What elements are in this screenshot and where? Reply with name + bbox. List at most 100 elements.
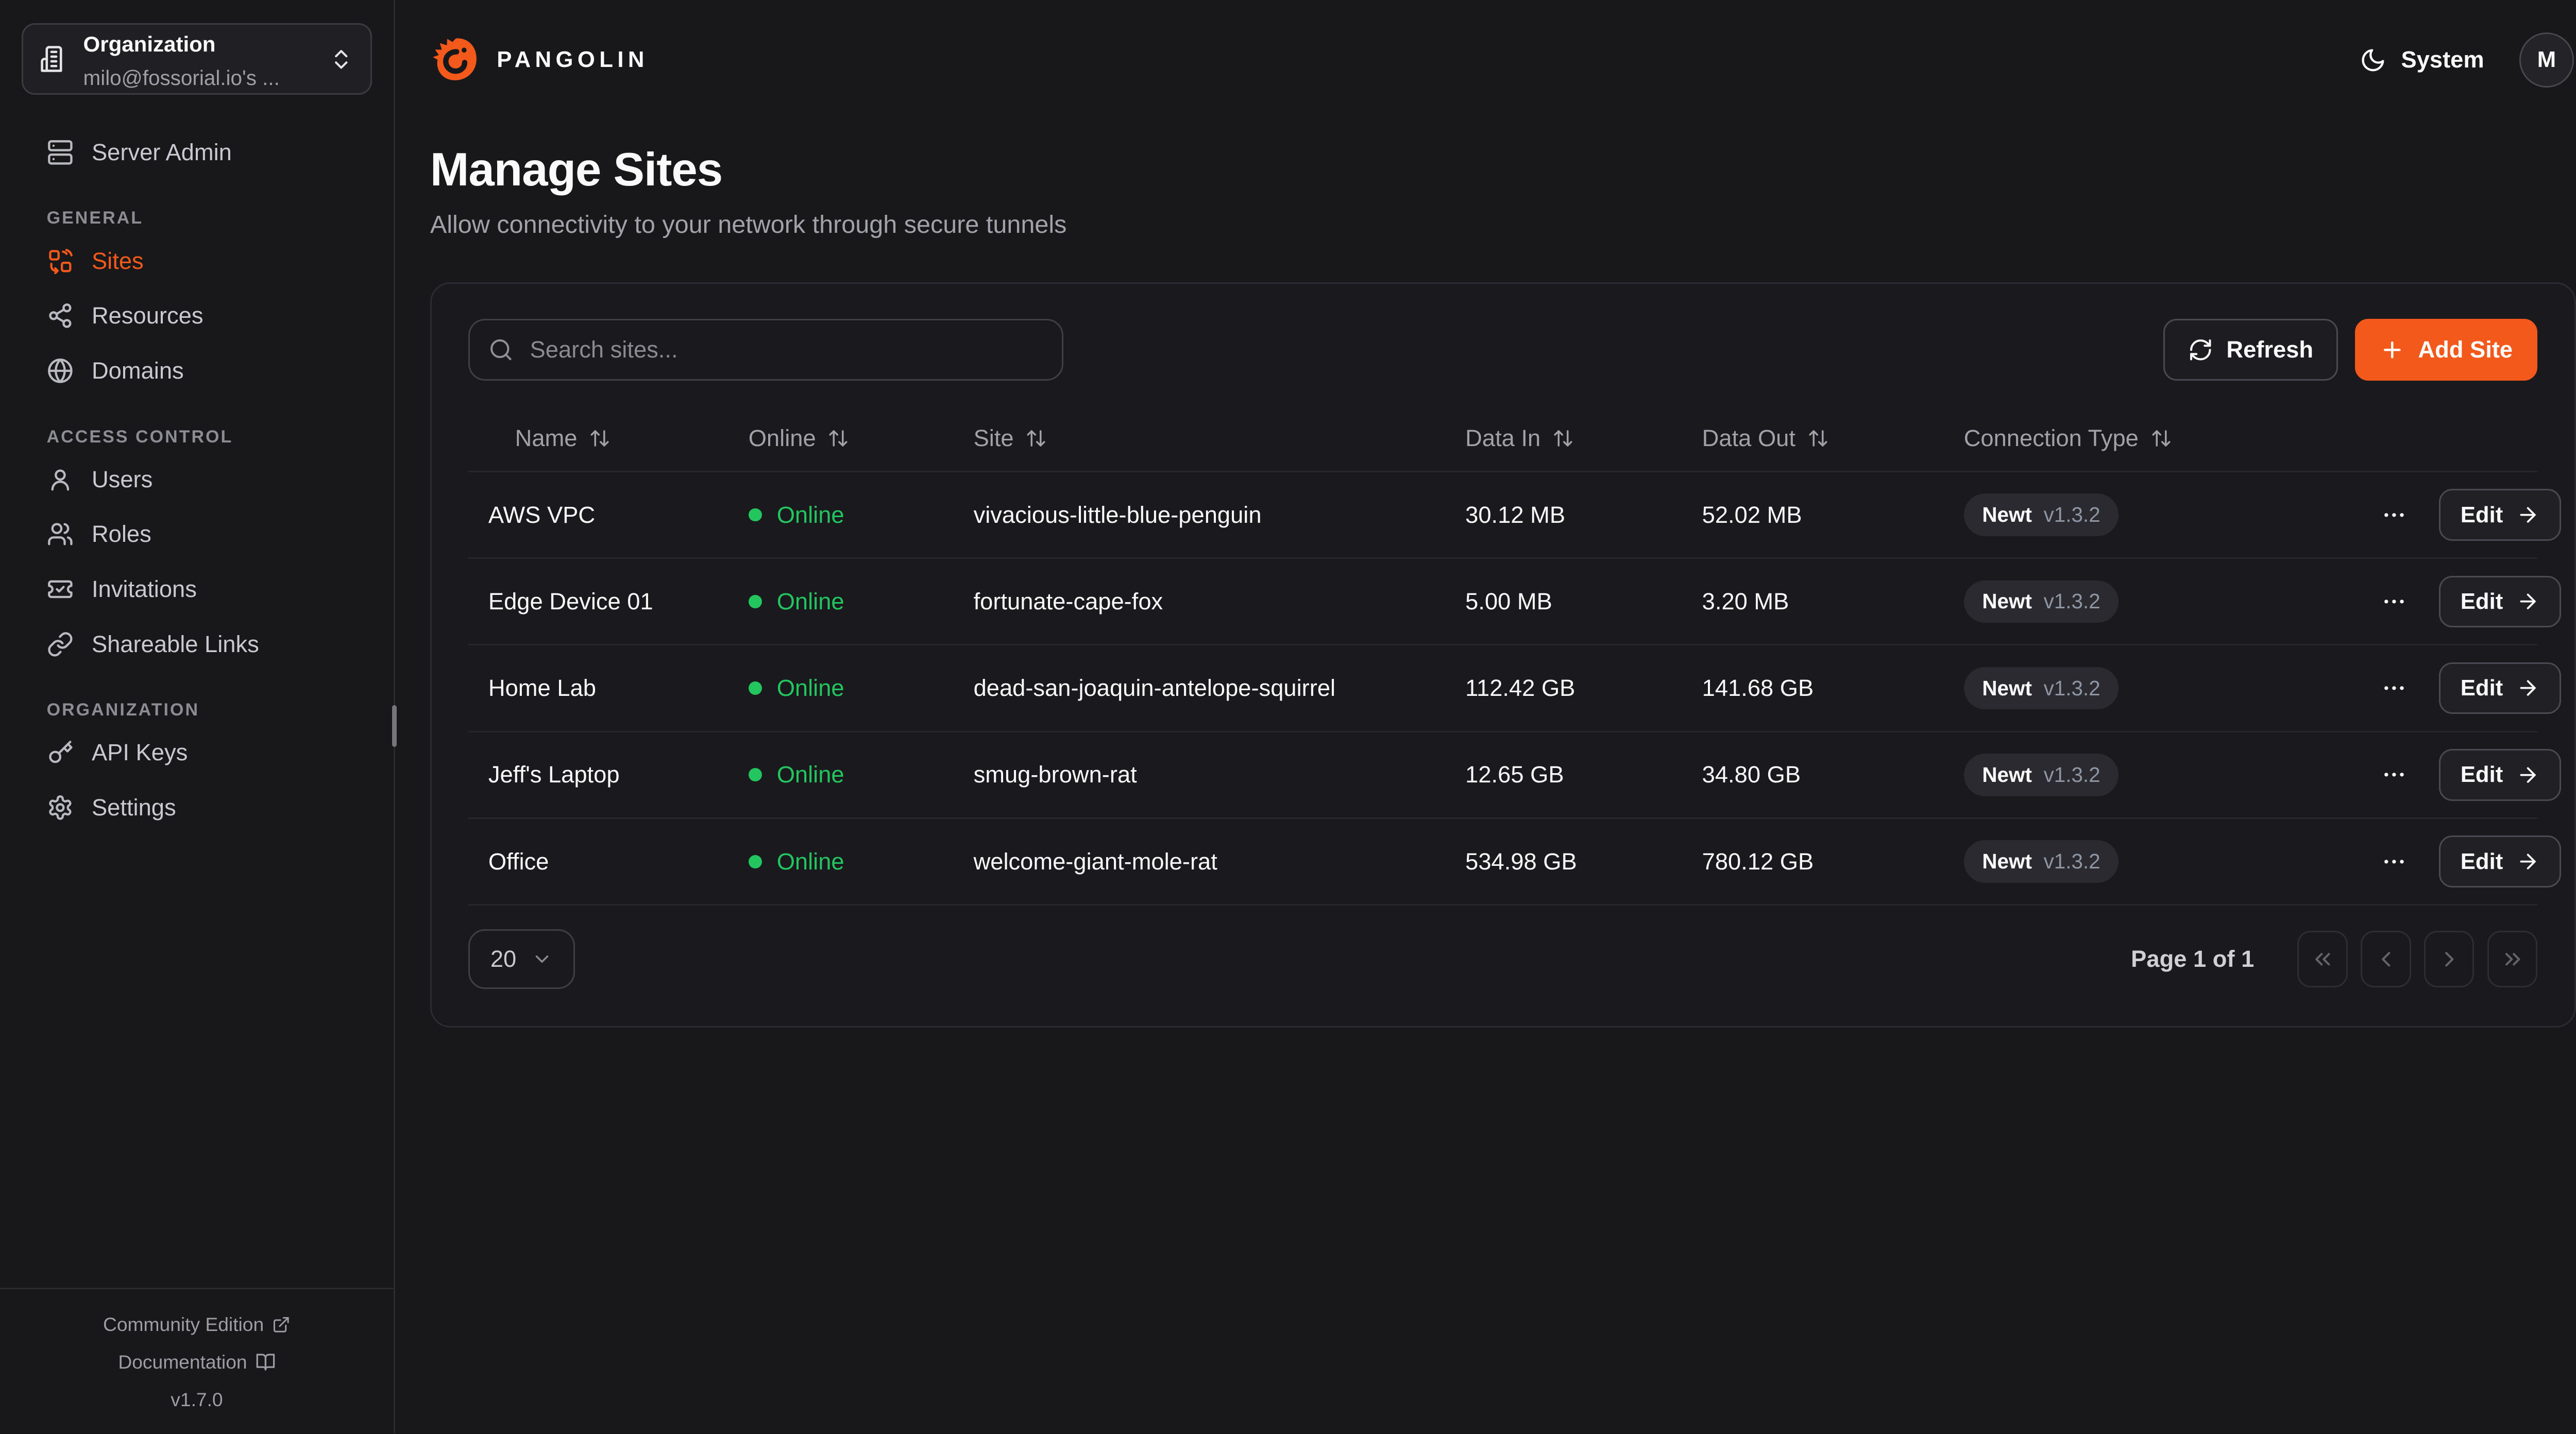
sidebar-item-label: Roles bbox=[91, 521, 151, 548]
sidebar-heading-organization: ORGANIZATION bbox=[46, 700, 200, 720]
brand-name: PANGOLIN bbox=[497, 47, 649, 73]
data-in: 112.42 GB bbox=[1465, 675, 1575, 702]
site-name: Home Lab bbox=[488, 675, 596, 702]
sites-card: Refresh Add Site Name Online bbox=[430, 282, 2576, 1028]
building-icon bbox=[40, 45, 68, 73]
sidebar-item-label: Settings bbox=[91, 794, 176, 821]
sort-icon[interactable] bbox=[1025, 428, 1047, 449]
sidebar-item-domains[interactable]: Domains bbox=[27, 344, 367, 399]
sidebar-scrollbar-thumb[interactable] bbox=[392, 705, 397, 747]
data-in: 30.12 MB bbox=[1465, 501, 1566, 528]
sidebar-item-shareable-links[interactable]: Shareable Links bbox=[27, 617, 367, 672]
documentation-link[interactable]: Documentation bbox=[118, 1343, 275, 1381]
theme-toggle[interactable]: System bbox=[2360, 46, 2484, 73]
table-row: AWS VPC Online vivacious-little-blue-pen… bbox=[468, 472, 2562, 559]
table-header-row: Name Online Site Data In Data Out Connec… bbox=[468, 405, 2538, 472]
sidebar-item-label: Domains bbox=[91, 357, 184, 384]
prev-page-button[interactable] bbox=[2361, 930, 2411, 987]
sidebar-item-resources[interactable]: Resources bbox=[27, 288, 367, 344]
site-name: Edge Device 01 bbox=[488, 588, 653, 614]
sidebar-item-label: Users bbox=[91, 466, 153, 492]
site-slug: smug-brown-rat bbox=[973, 761, 1137, 788]
row-menu-button[interactable] bbox=[2374, 755, 2414, 795]
sites-table: Name Online Site Data In Data Out Connec… bbox=[468, 405, 2562, 906]
gear-icon bbox=[47, 794, 74, 821]
page-info: Page 1 of 1 bbox=[2131, 945, 2255, 972]
sidebar-item-label: Invitations bbox=[91, 576, 197, 603]
row-menu-button[interactable] bbox=[2374, 495, 2414, 535]
sidebar-item-settings[interactable]: Settings bbox=[27, 780, 367, 835]
chevron-left-icon bbox=[2374, 947, 2399, 972]
chevron-down-icon bbox=[531, 948, 553, 970]
page-size-select[interactable]: 20 bbox=[468, 929, 575, 989]
connection-type-badge: Newt v1.3.2 bbox=[1963, 580, 2119, 623]
row-menu-button[interactable] bbox=[2374, 842, 2414, 882]
sort-icon[interactable] bbox=[1552, 428, 1574, 449]
refresh-button[interactable]: Refresh bbox=[2163, 319, 2338, 381]
first-page-button[interactable] bbox=[2297, 930, 2348, 987]
sidebar-item-users[interactable]: Users bbox=[27, 452, 367, 507]
row-menu-button[interactable] bbox=[2374, 582, 2414, 622]
site-slug: dead-san-joaquin-antelope-squirrel bbox=[973, 675, 1336, 702]
site-slug: vivacious-little-blue-penguin bbox=[973, 501, 1262, 528]
last-page-button[interactable] bbox=[2487, 930, 2538, 987]
globe-icon bbox=[47, 357, 74, 384]
column-header-connection-type[interactable]: Connection Type bbox=[1944, 425, 2354, 452]
sort-icon[interactable] bbox=[2150, 428, 2172, 449]
key-icon bbox=[47, 740, 74, 766]
sidebar: Organization milo@fossorial.io's ... Ser… bbox=[0, 0, 397, 1433]
column-header-site[interactable]: Site bbox=[954, 425, 1446, 452]
row-menu-button[interactable] bbox=[2374, 668, 2414, 708]
sidebar-item-label: Resources bbox=[91, 302, 204, 329]
avatar[interactable]: M bbox=[2519, 32, 2574, 88]
sort-icon[interactable] bbox=[589, 428, 611, 449]
sidebar-item-sites[interactable]: Sites bbox=[27, 233, 367, 288]
sidebar-item-api-keys[interactable]: API Keys bbox=[27, 725, 367, 780]
book-open-icon bbox=[256, 1352, 276, 1372]
connection-type-badge: Newt v1.3.2 bbox=[1963, 754, 2119, 796]
ellipsis-icon bbox=[2381, 588, 2408, 615]
sort-icon[interactable] bbox=[1807, 428, 1829, 449]
online-status: Online bbox=[728, 588, 954, 615]
refresh-icon bbox=[2188, 337, 2213, 363]
sidebar-item-roles[interactable]: Roles bbox=[27, 507, 367, 562]
column-header-online[interactable]: Online bbox=[728, 425, 954, 452]
edit-button[interactable]: Edit bbox=[2438, 835, 2562, 887]
ellipsis-icon bbox=[2381, 675, 2408, 702]
sidebar-item-label: Server Admin bbox=[91, 139, 232, 166]
link-icon bbox=[47, 631, 74, 658]
org-switcher[interactable]: Organization milo@fossorial.io's ... bbox=[22, 23, 372, 95]
arrow-right-icon bbox=[2516, 850, 2539, 873]
next-page-button[interactable] bbox=[2424, 930, 2475, 987]
edit-button[interactable]: Edit bbox=[2438, 575, 2562, 627]
edit-button[interactable]: Edit bbox=[2438, 489, 2562, 541]
search-input[interactable] bbox=[468, 319, 1064, 381]
site-name: AWS VPC bbox=[488, 501, 596, 528]
table-row: Jeff's Laptop Online smug-brown-rat 12.6… bbox=[468, 732, 2562, 819]
theme-label: System bbox=[2401, 46, 2484, 73]
users-icon bbox=[47, 521, 74, 548]
column-header-data-out[interactable]: Data Out bbox=[1682, 425, 1944, 452]
site-name: Jeff's Laptop bbox=[488, 761, 620, 788]
topbar: PANGOLIN System M bbox=[395, 0, 2576, 120]
column-header-data-in[interactable]: Data In bbox=[1445, 425, 1682, 452]
data-out: 141.68 GB bbox=[1702, 675, 1814, 702]
column-header-name[interactable]: Name bbox=[468, 425, 728, 452]
brand: PANGOLIN bbox=[430, 34, 649, 86]
sort-icon[interactable] bbox=[827, 428, 849, 449]
community-edition-link[interactable]: Community Edition bbox=[103, 1306, 291, 1343]
sidebar-item-label: Sites bbox=[91, 247, 144, 274]
add-site-button[interactable]: Add Site bbox=[2354, 319, 2538, 381]
sidebar-item-server-admin[interactable]: Server Admin bbox=[27, 125, 367, 180]
edit-button[interactable]: Edit bbox=[2438, 662, 2562, 714]
sidebar-heading-general: GENERAL bbox=[46, 208, 144, 228]
sidebar-nav: Server Admin GENERAL Sites Resources Dom bbox=[0, 95, 394, 1288]
edit-button[interactable]: Edit bbox=[2438, 749, 2562, 801]
site-name: Office bbox=[488, 848, 549, 875]
ticket-check-icon bbox=[47, 576, 74, 603]
ellipsis-icon bbox=[2381, 502, 2408, 528]
sidebar-item-invitations[interactable]: Invitations bbox=[27, 562, 367, 617]
main-area: PANGOLIN System M Manage Sites Allow con… bbox=[395, 0, 2576, 1433]
sidebar-item-label: Shareable Links bbox=[91, 630, 259, 657]
